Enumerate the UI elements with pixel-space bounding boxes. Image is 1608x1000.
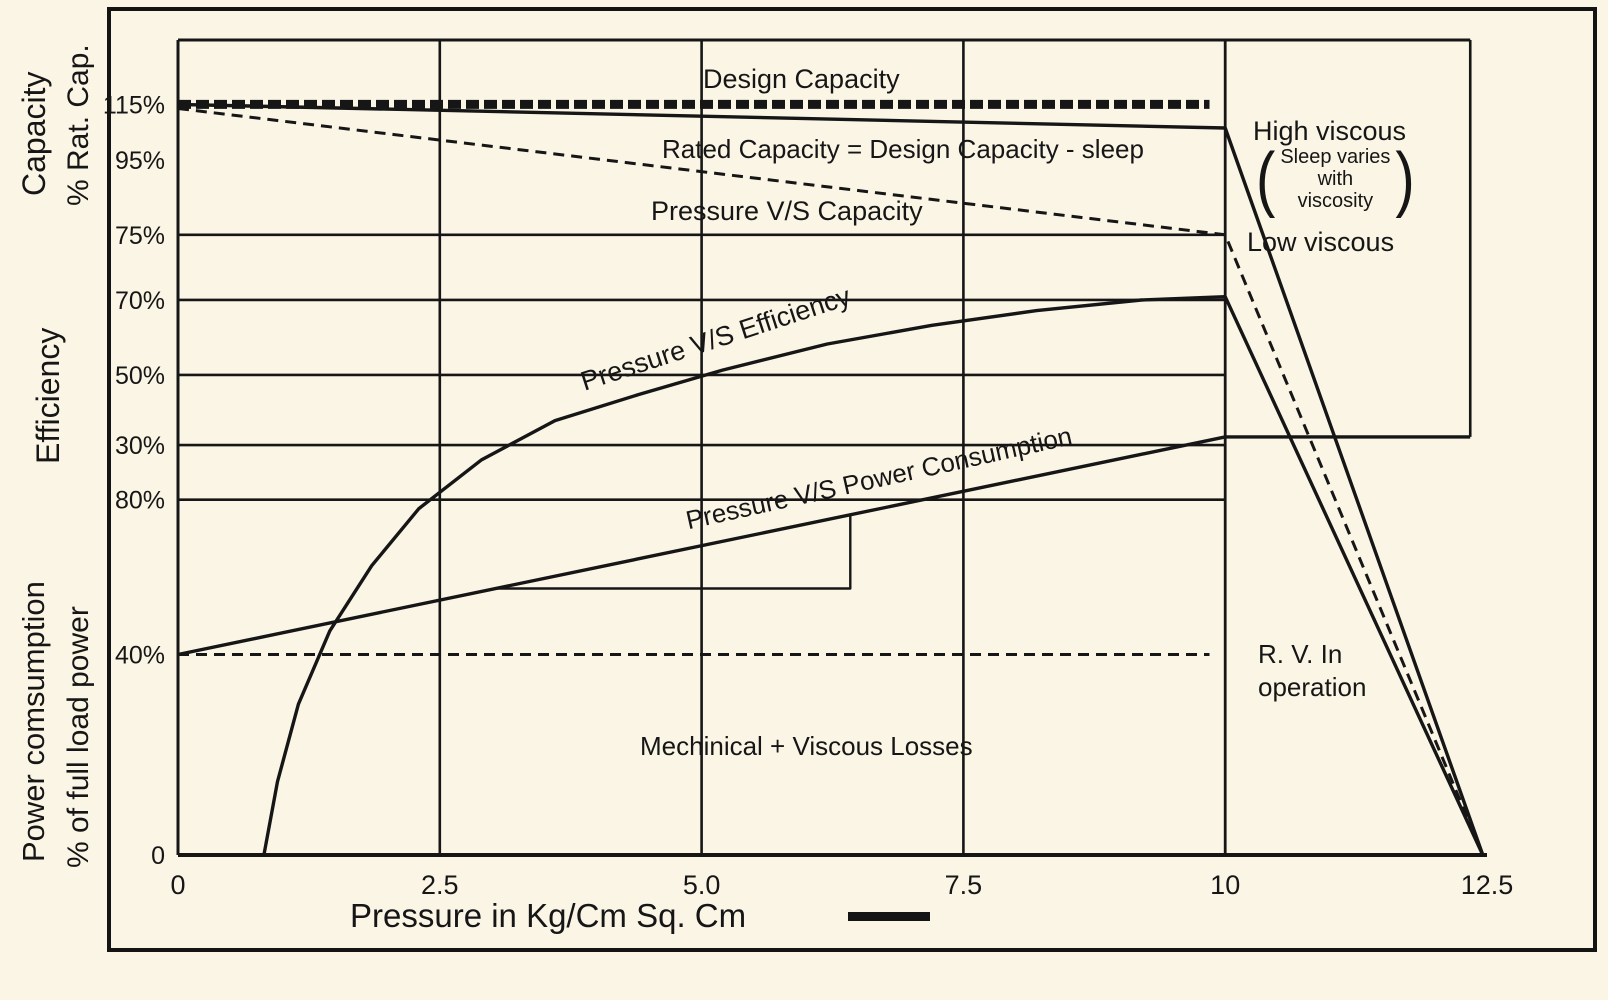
y-axis-caption-power: Power comsumption [16, 581, 51, 862]
paren-close-icon: ) [1395, 137, 1415, 219]
y-axis-caption-capacity: Capacity [16, 71, 52, 197]
paren-open-icon: ( [1256, 137, 1276, 219]
label-design-capacity: Design Capacity [703, 64, 900, 94]
sleep-note-line2: with [1317, 168, 1354, 190]
label-rated-capacity: Rated Capacity = Design Capacity - sleep [662, 134, 1144, 164]
y-axis-caption-full-load: % of full load power [62, 606, 95, 868]
label-sleep-note: ( Sleep varies with viscosity ) [1256, 142, 1415, 215]
axis-caption-dash-icon [848, 912, 930, 921]
x-axis-caption: Pressure in Kg/Cm Sq. Cm [350, 897, 747, 934]
label-pressure-vs-capacity: Pressure V/S Capacity [651, 196, 923, 226]
label-low-viscous: Low viscous [1247, 227, 1395, 257]
sleep-note-line3: viscosity [1297, 190, 1374, 212]
rv-line2: operation [1258, 672, 1367, 702]
label-rv-in-operation: R. V. In operation [1258, 638, 1366, 704]
rv-line1: R. V. In [1258, 639, 1343, 669]
sleep-note-line1: Sleep varies [1280, 146, 1391, 168]
figure-frame [107, 7, 1597, 952]
y-axis-caption-efficiency: Efficiency [30, 327, 66, 464]
label-high-viscous: High viscous [1253, 116, 1407, 146]
sleep-note-text: Sleep varies with viscosity [1280, 146, 1390, 212]
y-axis-caption-rat-cap: % Rat. Cap. [62, 44, 95, 206]
label-mechanical-losses: Mechinical + Viscous Losses [640, 731, 973, 761]
